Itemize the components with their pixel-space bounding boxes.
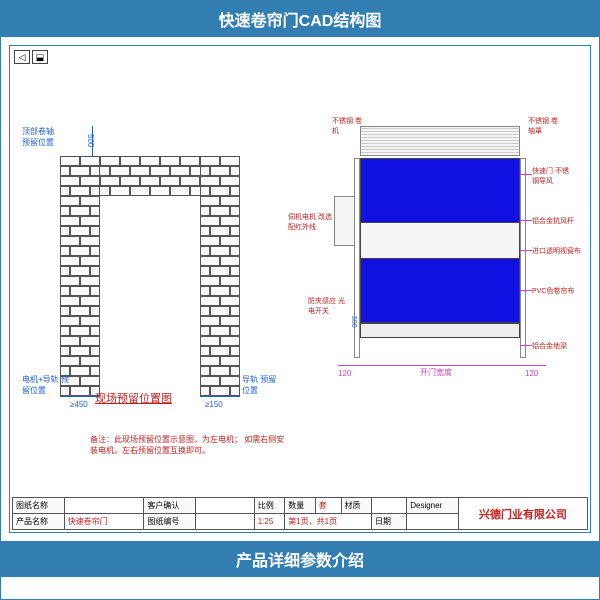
up-icon[interactable]: ⬓ — [32, 50, 48, 64]
brick-wall — [60, 156, 100, 396]
dim-rail: ≥150 — [205, 400, 223, 409]
label-rail: 导轨 预留位置 — [242, 374, 282, 396]
leader-3 — [520, 250, 532, 251]
tb-scale-label: 比例 — [254, 498, 285, 514]
title-block-table: 图纸名称 客户确认 比例 数量 套 材质 Designer 兴德门业有限公司 产… — [12, 497, 588, 530]
callout-r4: PVC色卷帘布 — [532, 286, 578, 296]
panel-clear — [360, 223, 520, 258]
tb-date — [407, 514, 459, 530]
leader-5 — [520, 345, 532, 346]
panel-blue-top — [360, 158, 520, 223]
dim-width-label: 开门宽度 — [420, 367, 452, 378]
tb-qty: 套 — [315, 498, 341, 514]
dim-right-gap: 120 — [525, 369, 538, 378]
label-top-roller: 顶部卷轴 预留位置 — [22, 126, 62, 148]
callout-top-left: 不锈钢 卷机 — [332, 116, 362, 136]
label-motor: 电机+导轨 预留位置 — [22, 374, 72, 396]
brick-wall — [200, 156, 240, 396]
center-title: 现场预留位置图 — [95, 390, 172, 406]
leader-1 — [520, 174, 532, 175]
tb-material — [372, 498, 407, 514]
tb-product-label: 产品名称 — [13, 514, 65, 530]
dim-height: 500 — [350, 316, 357, 328]
leader-2 — [520, 220, 532, 221]
footer-title: 产品详细参数介绍 — [1, 541, 599, 577]
callout-top-right: 不锈钢 卷轴罩 — [528, 116, 558, 136]
callout-r2: 铝合金抗风杆 — [532, 216, 576, 226]
tb-drawing-no — [196, 514, 255, 530]
callout-motor-box: 伺机电机 改选配红外线 — [288, 212, 334, 232]
nav-icons: ◁ ⬓ — [14, 50, 48, 64]
callout-r3: 进口透明视窗布 — [532, 246, 582, 256]
left-diagram: 顶部卷轴 预留位置 500 电机+导轨 预留位置 ≥450 导轨 预留位置 ≥1… — [40, 116, 260, 396]
header-title: 快速卷帘门CAD结构图 — [1, 1, 599, 37]
tb-scale: 1:25 — [254, 514, 285, 530]
drawing-area: ◁ ⬓ 顶部卷轴 预留位置 500 电机+导轨 预留位置 ≥450 导轨 预留位… — [9, 45, 591, 533]
dim-line-top — [92, 126, 93, 156]
tb-designer-label: Designer — [407, 498, 459, 514]
back-icon[interactable]: ◁ — [14, 50, 30, 64]
dim-line-bottom — [338, 365, 546, 366]
tb-drawing-no-label: 图纸编号 — [144, 514, 196, 530]
tb-material-label: 材质 — [341, 498, 372, 514]
tb-date-label: 日期 — [372, 514, 407, 530]
tb-page: 第1页，共1页 — [285, 514, 372, 530]
panel-bottom-bar — [360, 323, 520, 338]
right-diagram: 不锈钢 卷机 不锈钢 卷轴罩 伺机电机 改选配红外线 快速门 不锈钢导风 铝合金… — [320, 116, 560, 396]
tb-customer — [196, 498, 255, 514]
door-panel — [360, 158, 520, 358]
leader-4 — [520, 290, 532, 291]
tb-qty-label: 数量 — [285, 498, 316, 514]
panel-blue-bottom — [360, 258, 520, 323]
dim-left-gap: 120 — [338, 369, 351, 378]
tb-drawing-name — [64, 498, 144, 514]
tb-customer-label: 客户确认 — [144, 498, 196, 514]
dim-top: 500 — [86, 134, 95, 147]
callout-r1: 快速门 不锈钢导风 — [532, 166, 572, 186]
main-container: 快速卷帘门CAD结构图 ◁ ⬓ 顶部卷轴 预留位置 500 电机+导轨 预留位置… — [0, 0, 600, 600]
tb-company: 兴德门业有限公司 — [458, 498, 587, 530]
title-block: 图纸名称 客户确认 比例 数量 套 材质 Designer 兴德门业有限公司 产… — [12, 497, 588, 530]
dim-motor: ≥450 — [70, 400, 88, 409]
tb-drawing-name-label: 图纸名称 — [13, 498, 65, 514]
callout-bottom-rail: 铝合金地梁 — [532, 341, 576, 351]
dim-line-motor — [60, 396, 100, 397]
door-frame — [360, 126, 520, 156]
callout-safety: 防夹感应 光电开关 — [308, 296, 348, 316]
note-text: 备注：此现场预留位置示意图，为左电机； 如需右侧安装电机，左右预留位置互换即可。 — [90, 435, 290, 456]
side-rail-right — [520, 158, 526, 358]
tb-product: 快速卷帘门 — [64, 514, 144, 530]
dim-line-rail — [200, 396, 240, 397]
